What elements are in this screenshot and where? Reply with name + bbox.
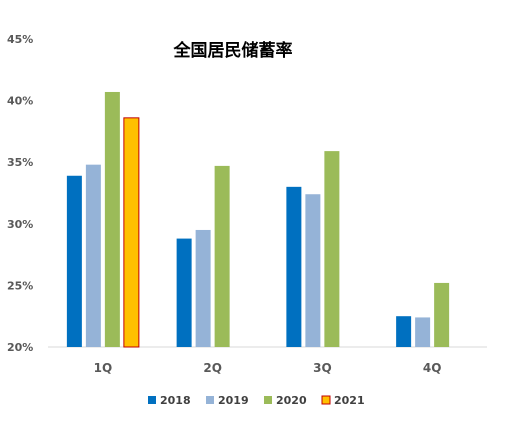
bar-2018-3Q	[286, 186, 302, 347]
bar-2019-3Q	[305, 194, 321, 347]
y-tick-label: 35%	[7, 156, 33, 169]
legend: 2018 2019 2020 2021	[148, 394, 365, 407]
legend-label-2019: 2019	[218, 394, 249, 407]
legend-swatch-2019	[206, 396, 214, 404]
legend-label-2021: 2021	[334, 394, 365, 407]
y-tick-label: 45%	[7, 33, 33, 46]
bars-group	[66, 91, 450, 348]
x-category-label: 3Q	[313, 361, 332, 375]
legend-swatch-2018	[148, 396, 156, 404]
y-tick-label: 30%	[7, 218, 33, 231]
bar-2018-4Q	[396, 316, 412, 347]
legend-swatch-2021	[321, 395, 331, 405]
bar-2020-3Q	[324, 151, 340, 347]
legend-label-2018: 2018	[160, 394, 191, 407]
bar-2019-2Q	[195, 229, 211, 347]
legend-label-2020: 2020	[276, 394, 307, 407]
x-category-label: 1Q	[94, 361, 113, 375]
y-tick-label: 40%	[7, 95, 33, 108]
legend-swatch-2020	[264, 396, 272, 404]
bar-2019-4Q	[415, 317, 431, 347]
x-category-label: 4Q	[423, 361, 442, 375]
bar-2020-1Q	[104, 91, 120, 347]
bar-2018-2Q	[176, 238, 192, 347]
bar-2018-1Q	[66, 175, 82, 347]
bar-2019-1Q	[85, 164, 101, 347]
x-axis-category-labels: 1Q 2Q 3Q 4Q	[94, 361, 442, 375]
bar-2020-2Q	[214, 165, 230, 347]
chart-title: 全国居民储蓄率	[173, 40, 293, 61]
bar-2021-1Q	[123, 117, 140, 348]
y-axis-tick-labels: 20% 25% 30% 35% 40% 45%	[7, 33, 33, 354]
x-category-label: 2Q	[203, 361, 222, 375]
bar-2020-4Q	[434, 282, 450, 347]
y-tick-label: 25%	[7, 279, 33, 292]
y-tick-label: 20%	[7, 341, 33, 354]
